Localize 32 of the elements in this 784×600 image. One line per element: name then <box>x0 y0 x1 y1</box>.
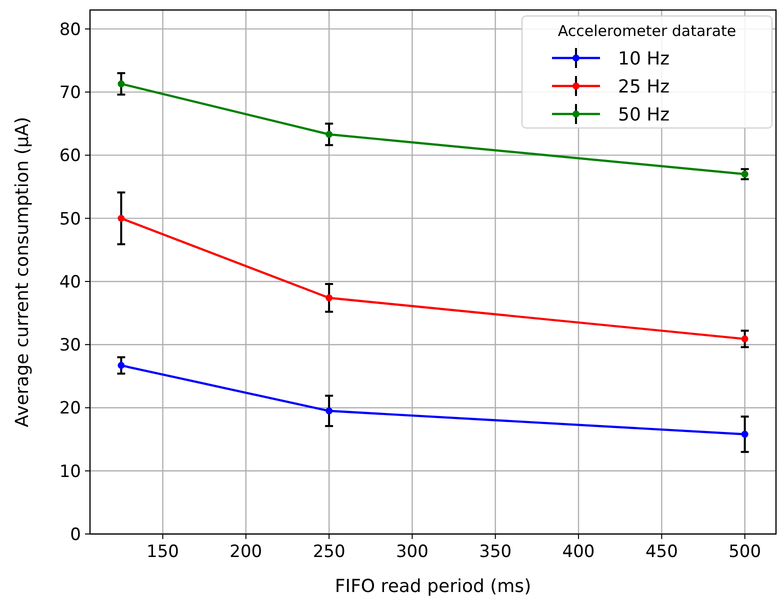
y-tick-label: 80 <box>59 20 81 40</box>
legend-label: 25 Hz <box>618 76 670 98</box>
point <box>118 362 125 369</box>
x-tick-label: 350 <box>479 542 512 562</box>
x-tick-label: 500 <box>728 542 762 562</box>
x-tick-label: 300 <box>396 542 428 562</box>
legend-label: 50 Hz <box>618 104 670 126</box>
y-tick-label: 0 <box>70 524 81 545</box>
legend-label: 10 Hz <box>618 48 670 70</box>
point <box>741 170 748 178</box>
x-tick-label: 450 <box>645 542 678 562</box>
legend-title: Accelerometer datarate <box>558 22 736 40</box>
y-tick-label: 10 <box>59 462 81 482</box>
x-tick-label: 250 <box>312 542 346 562</box>
y-tick-label: 30 <box>59 336 81 356</box>
y-tick-label: 50 <box>59 209 81 230</box>
point <box>326 294 333 302</box>
x-tick-label: 400 <box>562 542 595 562</box>
point <box>118 80 125 88</box>
y-tick-label: 60 <box>59 146 81 166</box>
x-axis-title: FIFO read period (ms) <box>334 576 532 597</box>
x-tick-label: 200 <box>230 542 262 562</box>
point <box>741 430 748 438</box>
point <box>118 214 125 222</box>
y-tick-label: 70 <box>59 83 81 104</box>
x-tick-label: 150 <box>146 542 179 562</box>
point <box>326 130 333 138</box>
y-axis-title: Average current consumption (μA) <box>12 116 33 428</box>
point <box>326 407 333 414</box>
y-tick-label: 40 <box>59 272 81 292</box>
point <box>741 335 748 342</box>
y-tick-label: 20 <box>59 398 81 419</box>
